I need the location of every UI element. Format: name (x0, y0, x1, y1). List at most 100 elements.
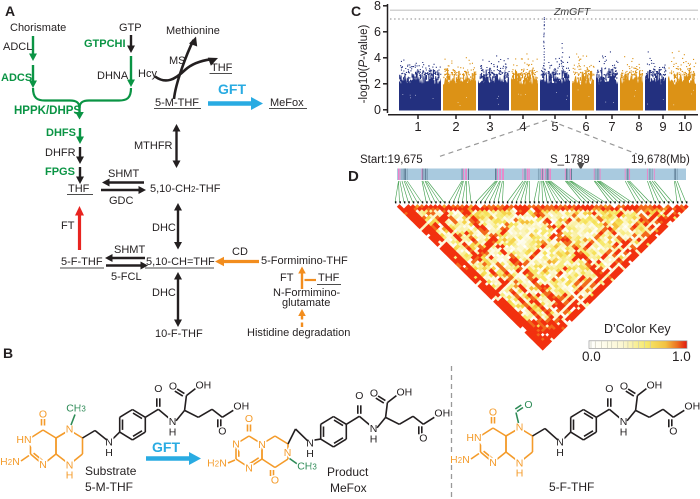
svg-text:O: O (370, 388, 378, 400)
svg-text:Product: Product (327, 465, 369, 479)
svg-text:19,678(Mb): 19,678(Mb) (631, 154, 690, 166)
svg-text:GDC: GDC (109, 195, 134, 207)
svg-text:THF: THF (211, 62, 233, 74)
svg-text:0: 0 (374, 103, 381, 117)
svg-text:10: 10 (678, 119, 692, 134)
svg-text:N: N (489, 457, 497, 469)
svg-text:ZmGFT: ZmGFT (553, 6, 592, 18)
svg-text:OH: OH (684, 400, 700, 412)
svg-text:O: O (245, 413, 253, 425)
svg-text:4: 4 (374, 51, 381, 65)
svg-text:THF: THF (68, 183, 90, 195)
svg-text:5-F-THF: 5-F-THF (61, 256, 103, 268)
svg-text:N: N (370, 423, 378, 435)
svg-text:H: H (105, 447, 113, 459)
svg-text:Hcy: Hcy (138, 68, 157, 80)
svg-text:H: H (66, 470, 74, 482)
svg-text:N-Formimino-: N-Formimino- (273, 287, 341, 299)
svg-text:N: N (516, 422, 524, 434)
svg-text:FT: FT (61, 220, 75, 232)
svg-text:HPPK/DHPS: HPPK/DHPS (14, 105, 81, 117)
svg-text:FPGS: FPGS (45, 166, 75, 178)
svg-text:H2N: H2N (207, 458, 227, 470)
svg-text:1: 1 (414, 119, 421, 134)
svg-text:DHC: DHC (152, 287, 176, 299)
svg-text:Histidine degradation: Histidine degradation (247, 327, 350, 339)
svg-text:H: H (169, 427, 177, 439)
svg-text:MeFox: MeFox (270, 97, 304, 109)
svg-text:OH: OH (233, 400, 249, 412)
svg-text:N: N (105, 437, 113, 449)
svg-text:DHNA: DHNA (97, 70, 129, 82)
svg-text:OH: OH (647, 380, 663, 392)
svg-text:MS: MS (169, 55, 186, 67)
svg-text:5-FCL: 5-FCL (111, 271, 142, 283)
svg-text:D: D (348, 168, 359, 185)
svg-text:O: O (419, 432, 427, 444)
svg-text:OH: OH (434, 407, 450, 419)
svg-text:O: O (169, 381, 177, 393)
svg-text:5-Formimino-THF: 5-Formimino-THF (261, 255, 348, 267)
svg-text:O: O (271, 475, 279, 487)
svg-text:5-M-THF: 5-M-THF (155, 97, 199, 109)
svg-text:FT: FT (280, 272, 294, 284)
svg-text:O: O (355, 390, 363, 402)
svg-text:GTP: GTP (119, 22, 142, 34)
svg-text:6: 6 (582, 119, 589, 134)
svg-text:H: H (620, 427, 628, 439)
svg-text:4: 4 (519, 119, 526, 134)
svg-text:GTPCHI: GTPCHI (84, 38, 126, 50)
svg-text:THF: THF (318, 272, 340, 284)
svg-text:1.0: 1.0 (672, 349, 691, 364)
svg-text:H2N: H2N (0, 456, 20, 468)
svg-text:5: 5 (551, 119, 558, 134)
svg-text:7: 7 (608, 119, 615, 134)
svg-text:0.0: 0.0 (582, 349, 601, 364)
svg-text:N: N (66, 460, 74, 472)
svg-text:-log10(P-value): -log10(P-value) (358, 25, 370, 104)
svg-text:B: B (3, 345, 13, 361)
svg-text:A: A (5, 3, 15, 19)
svg-text:H: H (556, 447, 564, 459)
svg-text:O: O (218, 425, 226, 437)
svg-text:O: O (605, 383, 613, 395)
svg-text:10-F-THF: 10-F-THF (155, 328, 203, 340)
svg-text:8: 8 (635, 119, 642, 134)
svg-text:N: N (516, 458, 524, 470)
svg-text:GFT: GFT (152, 439, 180, 455)
svg-text:N: N (232, 439, 240, 451)
svg-text:MTHFR: MTHFR (134, 140, 173, 152)
svg-text:O: O (154, 383, 162, 395)
svg-text:8: 8 (374, 0, 381, 13)
svg-text:CH3: CH3 (66, 403, 86, 415)
svg-text:GFT: GFT (218, 81, 246, 97)
svg-text:DHFS: DHFS (46, 127, 76, 139)
svg-text:HN: HN (466, 432, 481, 444)
svg-text:N: N (620, 416, 628, 428)
svg-text:glutamate: glutamate (282, 297, 330, 309)
svg-text:H: H (306, 448, 314, 460)
svg-text:DHFR: DHFR (45, 147, 76, 159)
svg-text:N: N (306, 438, 314, 450)
svg-text:5-F-THF: 5-F-THF (549, 480, 594, 494)
svg-text:5,10-CH2-THF: 5,10-CH2-THF (150, 183, 221, 195)
svg-text:N: N (258, 439, 266, 451)
svg-text:CD: CD (232, 246, 248, 258)
svg-text:H: H (516, 468, 524, 480)
svg-text:H: H (370, 434, 378, 446)
svg-text:9: 9 (659, 119, 666, 134)
svg-text:CH3: CH3 (297, 461, 317, 473)
svg-text:H2N: H2N (450, 454, 470, 466)
svg-text:N: N (284, 447, 292, 459)
svg-text:OH: OH (196, 380, 212, 392)
svg-text:N: N (66, 424, 74, 436)
svg-text:O: O (620, 381, 628, 393)
svg-text:OH: OH (397, 387, 413, 399)
svg-text:N: N (556, 437, 564, 449)
svg-text:6: 6 (374, 25, 381, 39)
svg-text:O: O (489, 407, 497, 419)
svg-text:D’Color Key: D’Color Key (604, 322, 671, 336)
svg-text:O: O (524, 399, 532, 411)
svg-text:Methionine: Methionine (166, 25, 220, 37)
svg-text:C: C (351, 3, 361, 19)
